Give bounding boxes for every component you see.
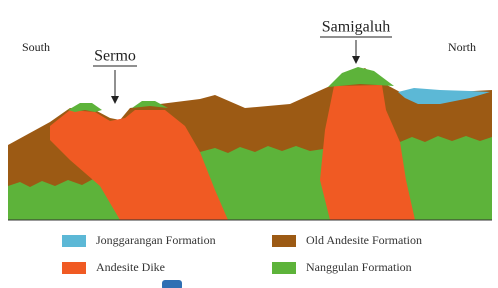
label-south: South [22,40,50,54]
legend-swatch [272,262,296,274]
legend-swatch [272,235,296,247]
label-samigaluh: Samigaluh [322,19,390,36]
page-icon[interactable] [162,280,182,288]
label-sermo: Sermo [94,48,136,65]
legend-label: Old Andesite Formation [306,233,422,247]
legend-label: Andesite Dike [96,260,165,274]
legend-label: Nanggulan Formation [306,260,412,274]
label-north: North [448,40,476,54]
legend-swatch [62,235,86,247]
legend-swatch [62,262,86,274]
diagram: South North Sermo Samigaluh Jonggarangan… [0,0,498,288]
legend-label: Jonggarangan Formation [96,233,216,247]
